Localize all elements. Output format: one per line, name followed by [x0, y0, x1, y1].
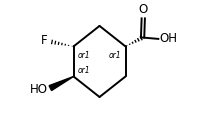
- Text: or1: or1: [78, 66, 91, 75]
- Text: F: F: [41, 34, 48, 47]
- Text: O: O: [139, 3, 148, 16]
- Polygon shape: [49, 76, 74, 91]
- Text: or1: or1: [109, 51, 121, 60]
- Text: HO: HO: [30, 83, 48, 96]
- Text: or1: or1: [78, 51, 91, 60]
- Text: OH: OH: [160, 32, 178, 45]
